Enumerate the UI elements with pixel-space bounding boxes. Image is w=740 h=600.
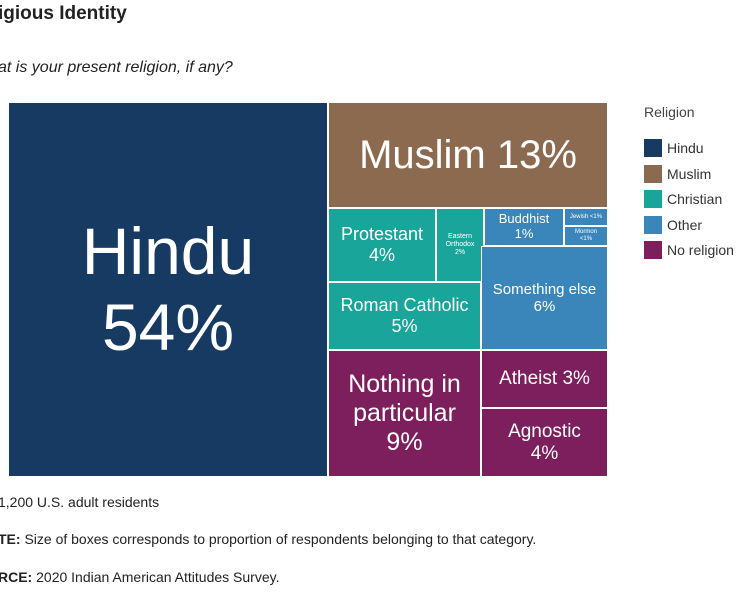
tile-label: Atheist 3% bbox=[499, 368, 590, 390]
note-label: TE: bbox=[0, 531, 21, 547]
tile-label: 5% bbox=[391, 316, 418, 336]
legend-swatch bbox=[643, 163, 663, 184]
tile-label: Something else bbox=[492, 280, 597, 298]
source-label: RCE: bbox=[0, 569, 33, 585]
tile-label: 4% bbox=[368, 245, 395, 265]
treemap-chart: Hindu 54% Muslim 13% Protestant 4% Eastern Ort… bbox=[8, 102, 608, 477]
tile-label: 2% bbox=[454, 249, 466, 257]
treemap-tile-jewish: Jewish <1% bbox=[564, 208, 608, 226]
legend-label: Muslim bbox=[667, 165, 712, 182]
tile-label: Protestant bbox=[340, 224, 424, 245]
treemap-tile-muslim: Muslim 13% bbox=[328, 102, 608, 208]
tile-label: 54% bbox=[101, 289, 235, 364]
sample-size-note: 1,200 U.S. adult residents bbox=[0, 494, 160, 510]
tile-label: Nothing in bbox=[348, 370, 461, 399]
tile-label: Hindu bbox=[81, 213, 255, 288]
treemap-tile-buddhist: Buddhist 1% bbox=[484, 208, 564, 246]
legend-title: Religion bbox=[644, 104, 695, 120]
source-line: RCE: 2020 Indian American Attitudes Surv… bbox=[0, 569, 279, 585]
tile-label: 4% bbox=[530, 442, 559, 464]
tile-label: Roman Catholic bbox=[340, 295, 469, 316]
treemap-tile-atheist: Atheist 3% bbox=[481, 350, 608, 408]
legend-item: Muslim bbox=[643, 163, 712, 184]
note-line: TE: Size of boxes corresponds to proport… bbox=[0, 531, 536, 547]
tile-label: Eastern bbox=[447, 232, 473, 240]
survey-question: at is your present religion, if any? bbox=[0, 59, 233, 76]
note-text: Size of boxes corresponds to proportion … bbox=[20, 531, 537, 547]
legend-swatch bbox=[643, 189, 663, 209]
tile-label: Jewish <1% bbox=[569, 213, 603, 220]
tile-label: particular bbox=[353, 399, 456, 428]
treemap-tile-mormon: Mormon <1% bbox=[564, 226, 608, 246]
tile-label: Muslim 13% bbox=[359, 133, 577, 177]
tile-label: 1% bbox=[514, 226, 534, 241]
legend-swatch bbox=[643, 214, 663, 235]
legend-swatch bbox=[643, 138, 663, 158]
treemap-tile-hindu: Hindu 54% bbox=[8, 102, 328, 477]
treemap-tile-agnostic: Agnostic 4% bbox=[481, 408, 608, 477]
legend-label: Christian bbox=[667, 191, 723, 207]
treemap-tile-roman-catholic: Roman Catholic 5% bbox=[328, 282, 481, 350]
legend-label: Other bbox=[667, 216, 703, 233]
treemap-tile-something-else: Something else 6% bbox=[481, 246, 608, 350]
legend-item: Hindu bbox=[643, 138, 704, 158]
treemap-tile-eastern-orthodox: Eastern Orthodox 2% bbox=[436, 208, 484, 282]
chart-title: igious Identity bbox=[0, 3, 127, 24]
legend-item: Other bbox=[643, 214, 703, 235]
tile-label: Orthodox bbox=[445, 240, 475, 248]
legend-label: Hindu bbox=[667, 140, 704, 156]
legend-item: Christian bbox=[643, 189, 722, 209]
source-text: 2020 Indian American Attitudes Survey. bbox=[32, 569, 280, 585]
tile-label: Agnostic bbox=[508, 420, 581, 442]
tile-label: 9% bbox=[386, 427, 423, 456]
legend-item: No religion bbox=[643, 240, 734, 260]
tile-label: Mormon bbox=[574, 229, 597, 236]
tile-label: 6% bbox=[533, 298, 556, 315]
legend-label: No religion bbox=[667, 242, 734, 258]
treemap-tile-nothing-in-particular: Nothing in particular 9% bbox=[328, 350, 481, 477]
tile-label: <1% bbox=[579, 236, 593, 242]
legend-swatch bbox=[643, 240, 663, 260]
treemap-tile-protestant: Protestant 4% bbox=[328, 208, 436, 282]
tile-label: Buddhist bbox=[498, 211, 550, 227]
